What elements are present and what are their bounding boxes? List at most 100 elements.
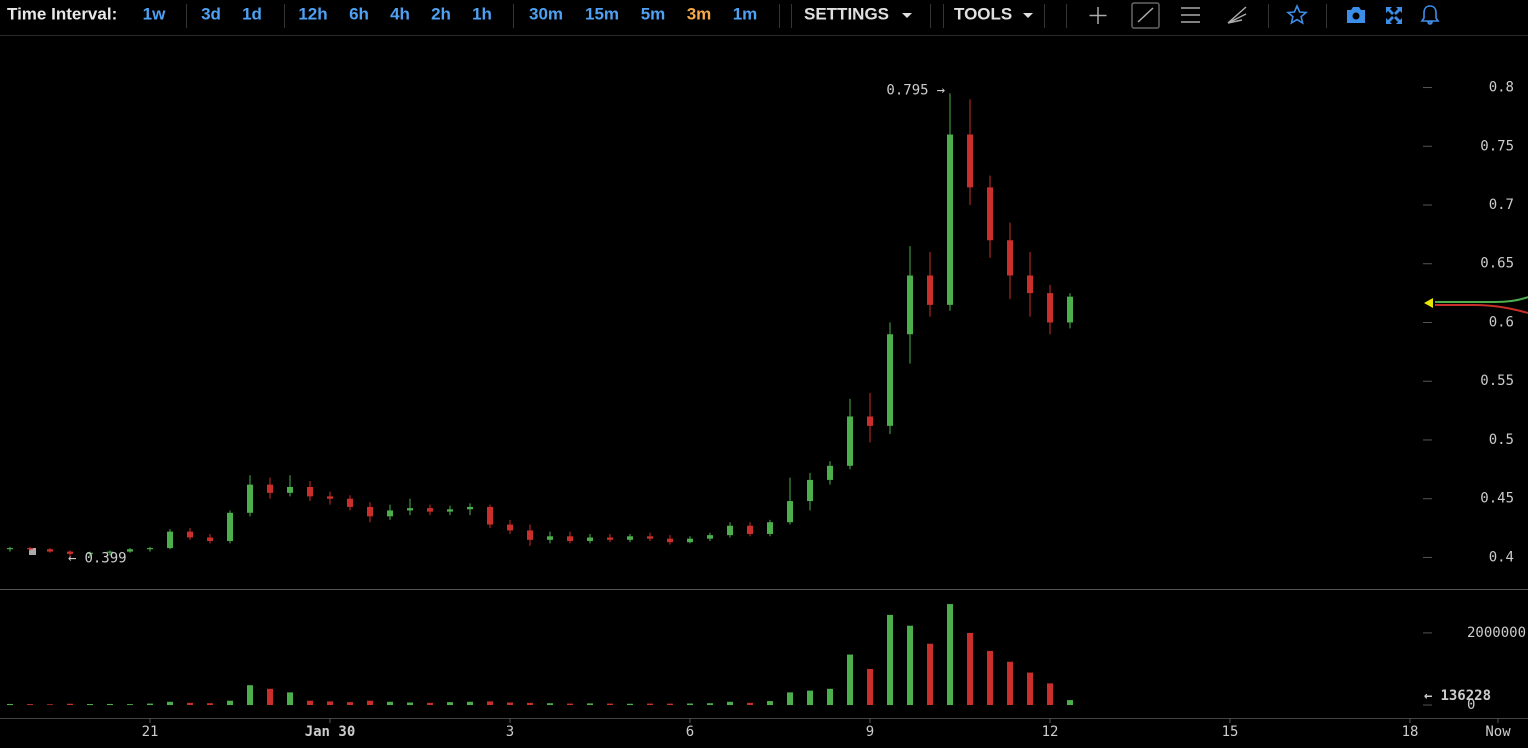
- x-tick-label: Jan 30: [305, 724, 356, 740]
- y-tick-label: 0.75: [1480, 138, 1514, 154]
- interval-button[interactable]: 6h: [349, 4, 369, 23]
- menu-settings[interactable]: SETTINGS: [804, 4, 889, 23]
- interval-button[interactable]: 2h: [431, 4, 451, 23]
- volume-bar: [767, 701, 773, 705]
- x-tick-label: 9: [866, 724, 874, 740]
- volume-bar: [227, 701, 233, 705]
- interval-button[interactable]: 3m: [687, 4, 712, 23]
- volume-bar: [487, 701, 493, 705]
- volume-bar: [547, 703, 553, 705]
- candle-body: [727, 526, 733, 535]
- y-tick-label: 0.5: [1489, 432, 1514, 448]
- interval-button[interactable]: 1m: [733, 4, 758, 23]
- candle-body: [867, 416, 873, 425]
- volume-bar: [287, 692, 293, 705]
- volume-bar: [167, 702, 173, 705]
- volume-bar: [147, 704, 153, 705]
- candle-body: [607, 537, 613, 539]
- x-tick-label: 18: [1402, 724, 1419, 740]
- y-tick-label: 0.55: [1480, 373, 1514, 389]
- volume-bar: [67, 704, 73, 705]
- candle-body: [387, 510, 393, 516]
- interval-button[interactable]: 4h: [390, 4, 410, 23]
- interval-button[interactable]: 1w: [143, 4, 166, 23]
- volume-bar: [687, 704, 693, 706]
- x-tick-label: Now: [1485, 724, 1511, 740]
- volume-bar: [407, 702, 413, 705]
- high-annotation: 0.795→: [886, 82, 945, 98]
- volume-bar: [467, 702, 473, 705]
- candle-body: [987, 187, 993, 240]
- volume-bar: [627, 704, 633, 705]
- volume-bar: [727, 702, 733, 705]
- volume-bar: [87, 704, 93, 705]
- last-volume-arrow: ←: [1424, 688, 1432, 704]
- candle-body: [447, 509, 453, 511]
- volume-bar: [587, 703, 593, 705]
- volume-bar: [647, 704, 653, 705]
- candle-body: [227, 513, 233, 541]
- candle-body: [147, 548, 153, 549]
- volume-bar: [707, 703, 713, 705]
- volume-bar: [887, 615, 893, 705]
- candle-body: [367, 507, 373, 516]
- low-arrow: ←: [68, 551, 76, 567]
- volume-bar: [527, 703, 533, 705]
- y-tick-label: 0.65: [1480, 256, 1514, 272]
- candle-body: [287, 487, 293, 493]
- interval-button[interactable]: 1h: [472, 4, 492, 23]
- volume-bar: [367, 701, 373, 705]
- candle-body: [407, 508, 413, 510]
- volume-bar: [27, 704, 33, 705]
- interval-button[interactable]: 30m: [529, 4, 563, 23]
- candle-body: [427, 508, 433, 512]
- volume-bar: [387, 702, 393, 705]
- volume-bar: [867, 669, 873, 705]
- volume-bar: [927, 644, 933, 705]
- candle-body: [847, 416, 853, 465]
- candle-body: [747, 526, 753, 534]
- y-tick-label: 0.4: [1489, 549, 1514, 565]
- candle-body: [947, 135, 953, 305]
- interval-button[interactable]: 5m: [641, 4, 666, 23]
- volume-bar: [267, 689, 273, 705]
- x-tick-label: 6: [686, 724, 694, 740]
- volume-bar: [787, 692, 793, 705]
- candle-body: [967, 135, 973, 188]
- volume-bar: [107, 704, 113, 705]
- interval-button[interactable]: 3d: [201, 4, 221, 23]
- candle-body: [927, 275, 933, 304]
- volume-bar: [307, 701, 313, 705]
- last-volume-value: 136228: [1440, 688, 1491, 704]
- candle-body: [587, 537, 593, 541]
- volume-bar: [207, 703, 213, 705]
- candle-body: [207, 537, 213, 541]
- volume-bar: [7, 704, 13, 705]
- candle-body: [687, 539, 693, 543]
- volume-bar: [507, 702, 513, 705]
- menu-tools[interactable]: TOOLS: [954, 4, 1012, 23]
- candle-body: [7, 548, 13, 549]
- candle-body: [507, 525, 513, 531]
- interval-button[interactable]: 12h: [298, 4, 327, 23]
- candle-body: [907, 275, 913, 334]
- volume-bar: [187, 703, 193, 705]
- y-tick-label: 0.6: [1489, 314, 1514, 330]
- candle-body: [187, 532, 193, 538]
- interval-label: Time Interval:: [7, 4, 117, 23]
- volume-bar: [947, 604, 953, 705]
- high-value: 0.795: [886, 82, 928, 98]
- interval-button[interactable]: 15m: [585, 4, 619, 23]
- candle-body: [527, 530, 533, 539]
- volume-bar: [967, 633, 973, 705]
- volume-y-tick-label: 2000000: [1467, 625, 1526, 641]
- low-value: 0.399: [84, 551, 126, 567]
- x-tick-label: 21: [142, 724, 159, 740]
- candle-body: [807, 480, 813, 501]
- x-tick-label: 3: [506, 724, 514, 740]
- x-tick-label: 15: [1222, 724, 1239, 740]
- volume-bar: [1067, 700, 1073, 705]
- interval-button[interactable]: 1d: [242, 4, 262, 23]
